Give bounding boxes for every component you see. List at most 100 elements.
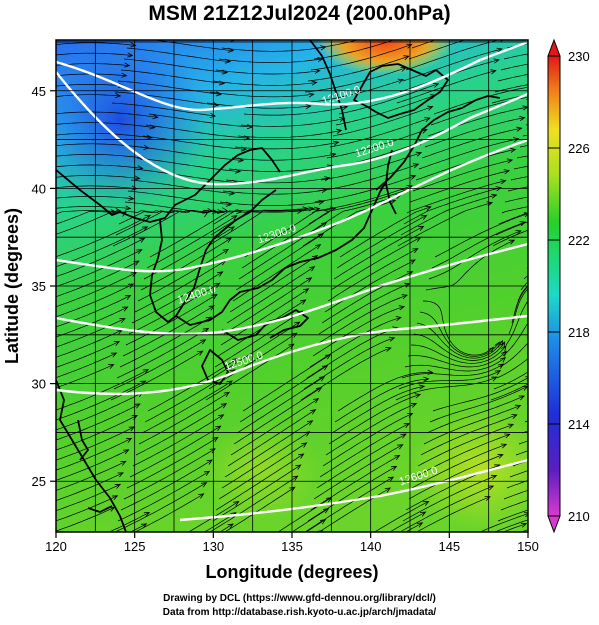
wind-arrowhead [295, 0, 300, 1]
wind-streamline [412, 159, 513, 192]
wind-arrowhead [389, 199, 397, 205]
wind-streamline [501, 206, 528, 214]
wind-arrowhead [312, 398, 320, 404]
wind-arrowhead [390, 465, 398, 471]
wind-arrowhead [212, 436, 219, 443]
wind-arrowhead [423, 500, 430, 506]
wind-arrowhead [314, 244, 322, 250]
wind-streamline [316, 40, 359, 49]
wind-arrowhead [488, 346, 494, 353]
colorbar: 210 214 218 222 226 230 [547, 38, 590, 534]
wind-streamline [135, 403, 227, 456]
wind-arrowhead [490, 69, 497, 75]
wind-arrowhead [139, 12, 144, 16]
wind-arrowhead [491, 193, 498, 199]
wind-streamline [129, 425, 221, 478]
wind-streamline [304, 67, 407, 93]
wind-streamline [333, 225, 424, 280]
wind-arrowhead [136, 22, 141, 26]
wind-streamline [320, 152, 422, 181]
wind-arrowhead [516, 126, 523, 132]
wind-arrowhead [509, 5, 514, 9]
wind-arrowhead [212, 102, 220, 108]
wind-arrowhead [388, 336, 396, 342]
wind-arrowhead [309, 266, 316, 272]
wind-arrowhead [127, 581, 132, 585]
colorbar-ticks: 210 214 218 222 226 230 [548, 49, 590, 524]
wind-arrowhead [222, 248, 230, 255]
wind-streamline [240, 118, 345, 127]
wind-arrowhead [152, 114, 159, 120]
wind-streamline [35, 32, 139, 37]
wind-arrowhead [324, 176, 331, 182]
wind-arrowhead [418, 384, 426, 390]
wind-arrowhead [385, 346, 392, 352]
colorbar-tick-label: 214 [568, 417, 590, 432]
wind-streamline [308, 189, 407, 225]
wind-arrowhead [427, 369, 434, 375]
wind-streamline [56, 495, 118, 522]
wind-arrowhead [232, 357, 239, 364]
wind-streamline [402, 475, 497, 522]
x-tick-label: 125 [124, 539, 146, 554]
wind-arrowhead [228, 226, 235, 232]
wind-streamline [232, 244, 321, 302]
colorbar-tick-label: 226 [568, 141, 590, 156]
wind-arrowhead [494, 370, 502, 376]
wind-streamline [56, 369, 149, 411]
wind-streamline [420, 414, 517, 456]
wind-streamline [209, 91, 314, 98]
wind-arrowhead [200, 2, 205, 6]
wind-streamline [56, 306, 128, 338]
wind-arrowhead [490, 474, 498, 480]
wind-streamline [327, 248, 418, 302]
wind-arrowhead [420, 511, 427, 517]
wind-arrowhead [209, 112, 217, 118]
wind-streamline [130, 179, 235, 195]
wind-streamline [244, 207, 336, 258]
wind-arrowhead [324, 209, 331, 216]
wind-arrowhead [332, 0, 337, 3]
wind-streamline [133, 168, 238, 183]
wind-streamline [56, 143, 149, 149]
wind-streamline [139, 146, 244, 161]
wind-streamline [425, 239, 515, 291]
y-tick-label: 45 [32, 84, 46, 99]
wind-arrowhead [311, 80, 318, 86]
wind-arrowhead [495, 186, 502, 192]
wind-arrowhead [111, 495, 119, 501]
wind-arrowhead [198, 493, 205, 499]
wind-arrowhead [427, 105, 434, 111]
wind-arrowhead [514, 404, 522, 410]
wind-arrowhead [408, 555, 413, 559]
wind-streamline [205, 343, 294, 401]
wind-arrowhead [220, 403, 228, 409]
credit-drawing: Drawing by DCL (https://www.gfd-dennou.o… [163, 593, 436, 604]
wind-arrowhead [497, 363, 505, 369]
wind-arrowhead [589, 501, 594, 505]
wind-arrowhead [497, 453, 504, 459]
wind-arrowhead [231, 215, 238, 221]
lat-lon-grid [56, 40, 528, 532]
wind-arrowhead [581, 359, 586, 363]
wind-streamline [145, 124, 250, 139]
wind-streamline [335, 94, 436, 126]
wind-streamline [318, 283, 410, 335]
wind-streamline [102, 0, 205, 5]
wind-arrowhead [505, 576, 511, 580]
wind-arrowhead [525, 376, 528, 381]
wind-arrowhead [303, 288, 310, 294]
wind-streamline [395, 376, 497, 401]
wind-streamline [212, 80, 317, 86]
wind-streamline [399, 485, 494, 532]
wind-streamline [431, 221, 526, 269]
wind-arrowhead [511, 555, 517, 559]
wind-arrowhead [136, 249, 143, 255]
wind-arrowhead [142, 2, 147, 6]
wind-arrowhead [432, 82, 440, 88]
wind-arrowhead [401, 577, 407, 581]
wind-arrowhead [212, 208, 219, 215]
wind-arrowhead [484, 496, 491, 501]
wind-streamline [493, 371, 528, 390]
wind-streamline [497, 509, 528, 522]
